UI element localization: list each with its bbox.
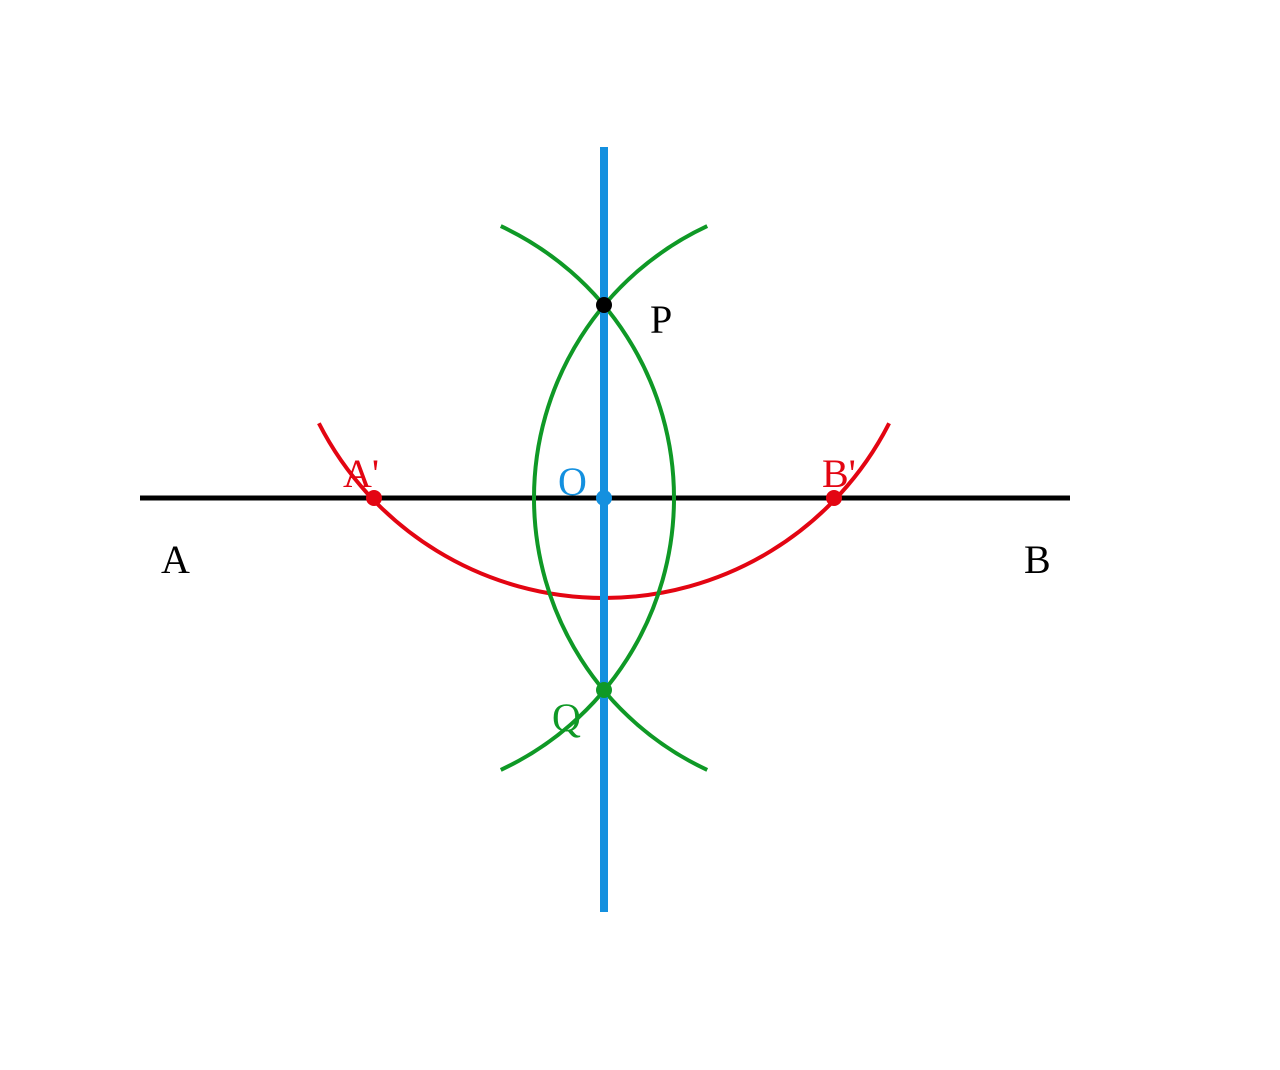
label-Q: Q	[552, 694, 581, 741]
label-P: P	[650, 296, 672, 343]
construction-diagram	[0, 0, 1280, 1070]
label-B: B	[1024, 536, 1051, 583]
label-B-prime: B'	[822, 450, 856, 497]
label-A-prime: A'	[343, 450, 379, 497]
label-O: O	[558, 458, 587, 505]
label-A: A	[161, 536, 190, 583]
